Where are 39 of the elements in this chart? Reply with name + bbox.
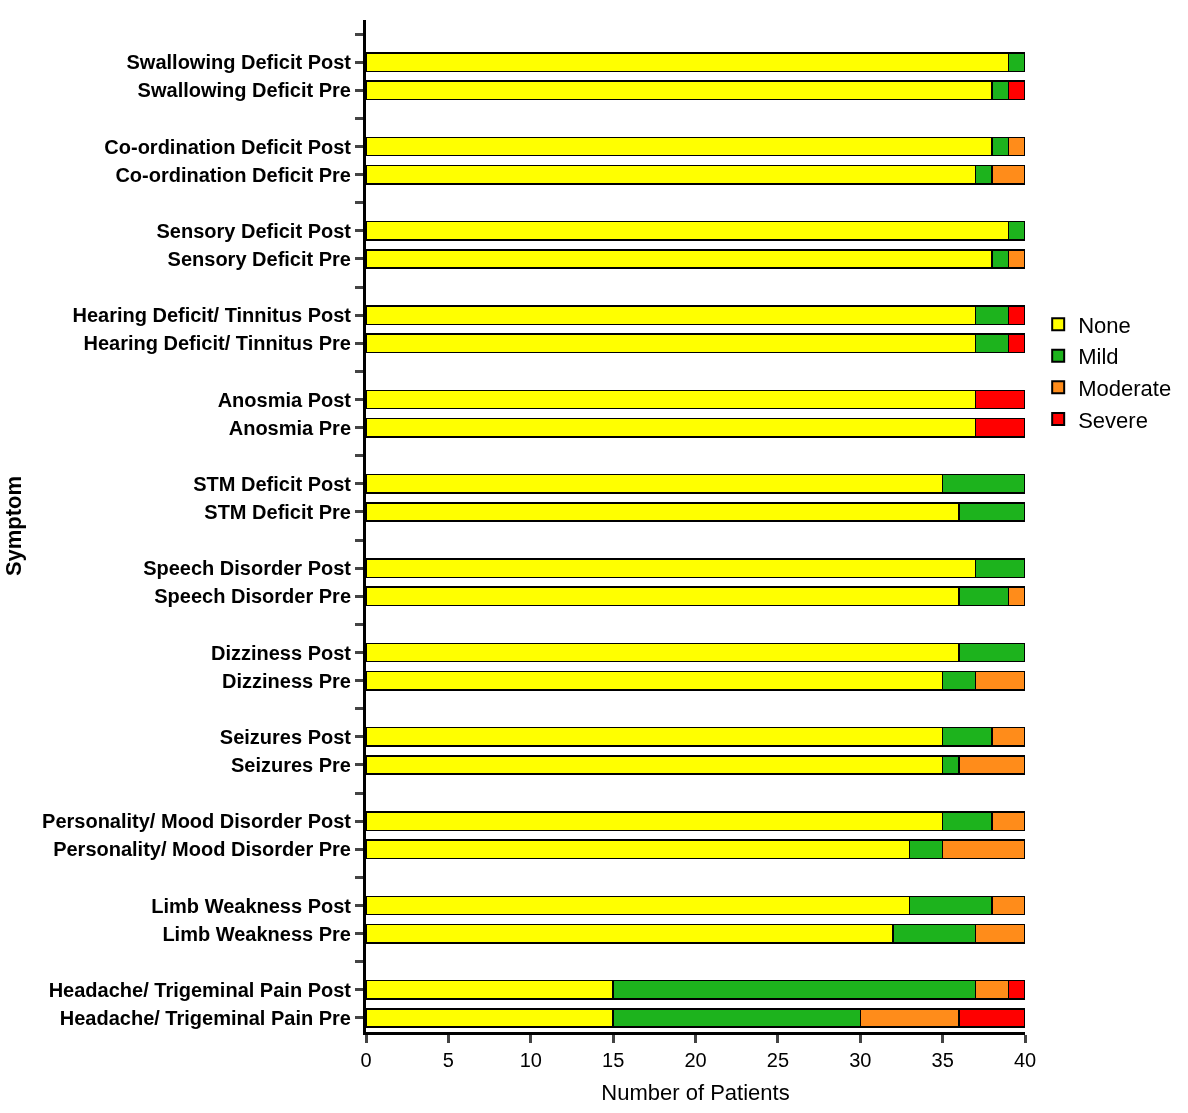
x-tick-label: 30 xyxy=(849,1049,872,1071)
y-tick-label: Seizures Pre xyxy=(230,753,351,776)
y-tick-label: Hearing Deficit/ Tinnitus Pre xyxy=(83,332,351,355)
y-tick-label: Sensory Deficit Post xyxy=(156,219,352,242)
legend-label: Mild xyxy=(1078,344,1119,370)
y-tick-label: Headache/ Trigeminal Pain Pre xyxy=(59,1006,351,1029)
y-tick-label: Personality/ Mood Disorder Pre xyxy=(53,838,351,861)
y-tick-label: Limb Weakness Post xyxy=(151,894,352,917)
y-tick-label: Swallowing Deficit Pre xyxy=(137,79,351,102)
y-tick-label: Hearing Deficit/ Tinnitus Post xyxy=(72,304,352,327)
x-tick-label: 20 xyxy=(684,1049,707,1071)
y-tick-label: Personality/ Mood Disorder Post xyxy=(42,810,352,833)
y-tick-label: Dizziness Post xyxy=(210,641,352,664)
y-tick-label: Sensory Deficit Pre xyxy=(167,247,351,270)
x-tick-label: 10 xyxy=(519,1049,542,1071)
x-tick-label: 35 xyxy=(931,1049,954,1071)
y-tick-label: Headache/ Trigeminal Pain Post xyxy=(48,978,352,1001)
y-tick-label: Anosmia Post xyxy=(217,388,352,411)
y-tick-label: Speech Disorder Pre xyxy=(154,585,351,608)
legend-label: None xyxy=(1078,312,1131,338)
y-tick-label: Seizures Post xyxy=(219,725,352,748)
legend-label: Moderate xyxy=(1078,375,1172,401)
y-tick-label: Anosmia Pre xyxy=(228,416,351,439)
y-tick-label: Swallowing Deficit Post xyxy=(126,51,352,74)
legend-label: Severe xyxy=(1078,407,1148,433)
y-tick-label: Co-ordination Deficit Pre xyxy=(115,163,351,186)
y-axis-title: Symptom xyxy=(0,475,26,577)
x-tick-label: 0 xyxy=(360,1049,372,1071)
y-tick-label: STM Deficit Pre xyxy=(204,500,351,523)
x-tick-label: 25 xyxy=(766,1049,790,1071)
x-axis-title: Number of Patients xyxy=(601,1079,790,1105)
x-tick-label: 5 xyxy=(442,1049,454,1071)
y-tick-label: Limb Weakness Pre xyxy=(162,922,351,945)
y-tick-label: Speech Disorder Post xyxy=(143,557,352,580)
y-tick-label: Dizziness Pre xyxy=(222,669,351,692)
x-tick-label: 40 xyxy=(1013,1049,1037,1071)
y-tick-label: STM Deficit Post xyxy=(193,472,352,495)
x-tick-label: 15 xyxy=(602,1049,625,1071)
y-tick-label: Co-ordination Deficit Post xyxy=(104,135,352,158)
